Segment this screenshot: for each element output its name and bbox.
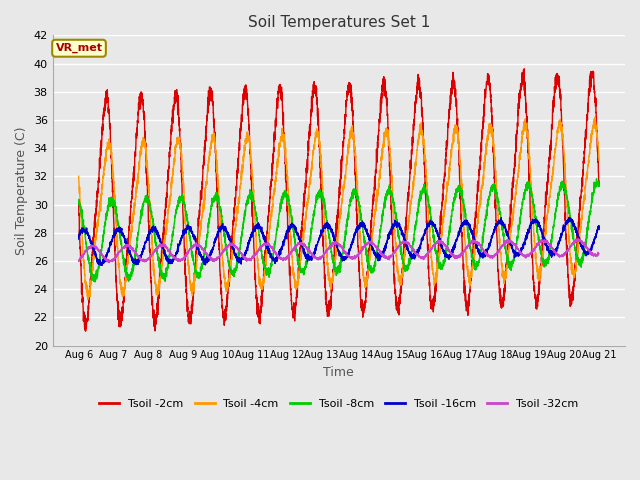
Tsoil -32cm [186, 247, 194, 252]
Tsoil -8cm [595, 182, 603, 188]
Tsoil -2cm [220, 312, 228, 318]
Tsoil -2cm [82, 328, 90, 334]
Tsoil -16cm [546, 251, 554, 256]
Tsoil -4cm [595, 157, 603, 163]
Legend: Tsoil -2cm, Tsoil -4cm, Tsoil -8cm, Tsoil -16cm, Tsoil -32cm: Tsoil -2cm, Tsoil -4cm, Tsoil -8cm, Tsoi… [95, 395, 583, 413]
Tsoil -2cm [186, 319, 194, 325]
Tsoil -2cm [595, 179, 603, 184]
Tsoil -2cm [520, 66, 528, 72]
Tsoil -32cm [546, 243, 554, 249]
Tsoil -32cm [220, 246, 228, 252]
Tsoil -16cm [220, 227, 228, 233]
Y-axis label: Soil Temperature (C): Soil Temperature (C) [15, 126, 28, 255]
Tsoil -2cm [546, 147, 554, 153]
Tsoil -4cm [186, 279, 194, 285]
Line: Tsoil -4cm: Tsoil -4cm [79, 117, 599, 300]
Tsoil -16cm [595, 227, 603, 232]
X-axis label: Time: Time [323, 366, 354, 379]
Tsoil -4cm [220, 275, 228, 281]
Line: Tsoil -8cm: Tsoil -8cm [79, 179, 599, 282]
Tsoil -32cm [595, 251, 603, 257]
Tsoil -16cm [399, 230, 406, 236]
Tsoil -4cm [591, 114, 598, 120]
Tsoil -4cm [75, 173, 83, 179]
Tsoil -32cm [399, 240, 406, 245]
Tsoil -2cm [595, 179, 603, 184]
Tsoil -16cm [390, 223, 397, 228]
Tsoil -8cm [91, 279, 99, 285]
Tsoil -2cm [399, 272, 406, 278]
Text: VR_met: VR_met [56, 43, 102, 53]
Tsoil -16cm [565, 215, 573, 220]
Tsoil -8cm [399, 252, 406, 257]
Tsoil -8cm [593, 176, 600, 182]
Title: Soil Temperatures Set 1: Soil Temperatures Set 1 [248, 15, 430, 30]
Tsoil -4cm [399, 272, 406, 278]
Tsoil -8cm [546, 246, 554, 252]
Tsoil -32cm [75, 257, 83, 263]
Line: Tsoil -2cm: Tsoil -2cm [79, 69, 599, 331]
Tsoil -32cm [105, 260, 113, 265]
Tsoil -8cm [186, 238, 194, 244]
Tsoil -4cm [546, 195, 554, 201]
Tsoil -16cm [186, 228, 194, 234]
Line: Tsoil -32cm: Tsoil -32cm [79, 239, 599, 263]
Tsoil -8cm [220, 231, 228, 237]
Tsoil -2cm [75, 201, 83, 207]
Tsoil -16cm [75, 236, 83, 242]
Tsoil -32cm [595, 251, 603, 257]
Tsoil -8cm [390, 198, 397, 204]
Tsoil -32cm [575, 236, 582, 242]
Tsoil -8cm [595, 183, 603, 189]
Tsoil -4cm [84, 297, 92, 302]
Tsoil -32cm [390, 250, 397, 256]
Tsoil -2cm [390, 262, 397, 268]
Tsoil -16cm [97, 262, 105, 268]
Tsoil -4cm [595, 152, 603, 158]
Tsoil -16cm [595, 223, 603, 228]
Tsoil -8cm [75, 200, 83, 205]
Line: Tsoil -16cm: Tsoil -16cm [79, 217, 599, 265]
Tsoil -4cm [390, 208, 397, 214]
